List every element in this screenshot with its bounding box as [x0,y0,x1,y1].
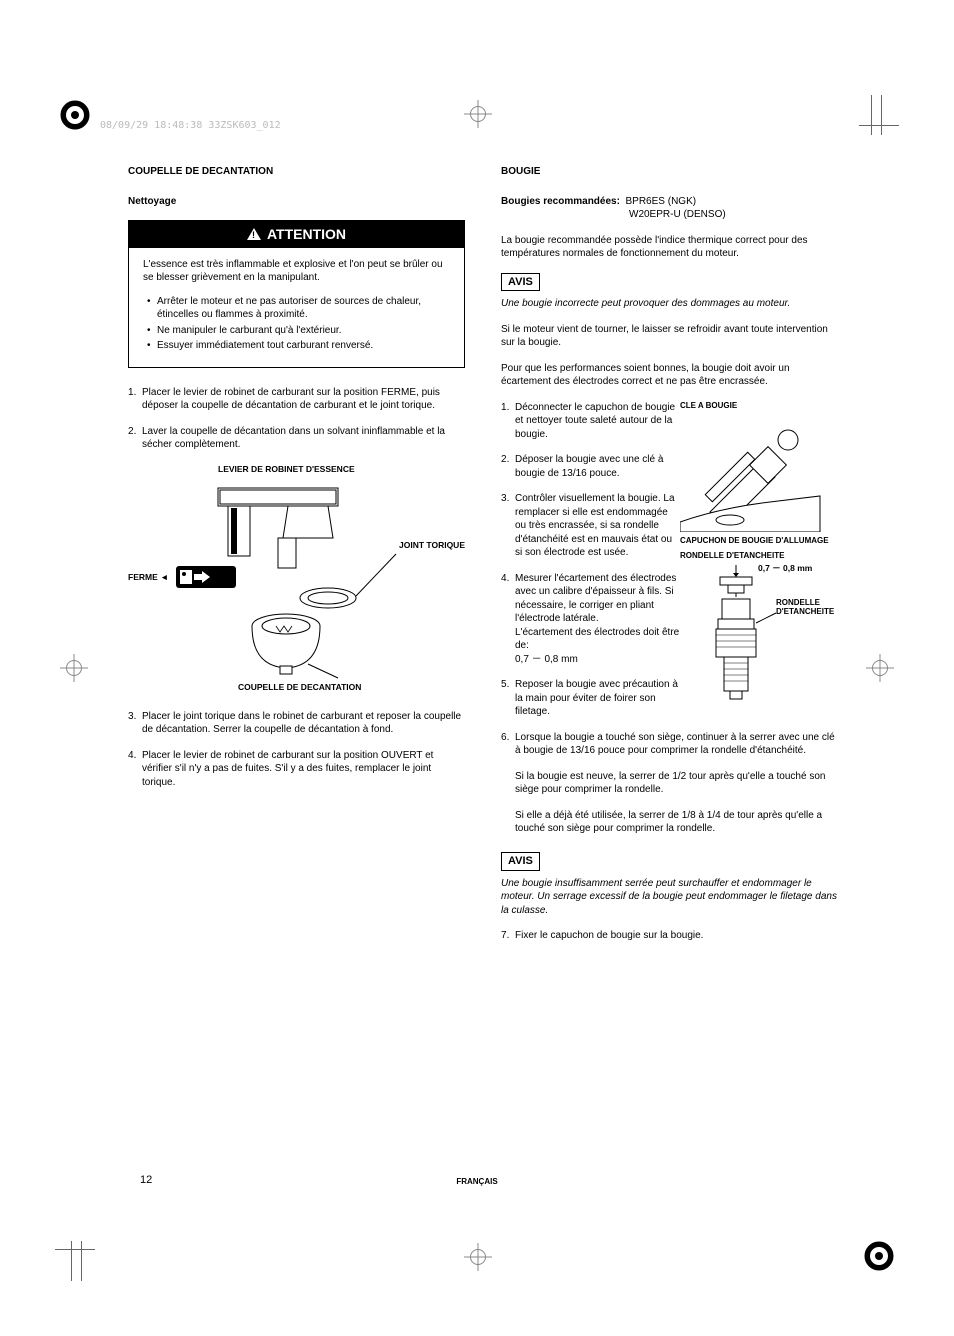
page-number: 12 [140,1174,152,1186]
warning-title: ATTENTION [267,225,346,244]
notice-text: Une bougie incorrecte peut provoquer des… [501,297,838,311]
step-item: Fixer le capuchon de bougie sur la bougi… [501,929,838,943]
crop-mark-icon [55,1241,95,1281]
fuel-lever-svg [128,478,465,688]
reg-mark-icon [859,1236,899,1276]
warning-bullet: Essuyer immédiatement tout carburant ren… [147,339,450,353]
section-subheading: Nettoyage [128,195,465,209]
footer-language: FRANÇAIS [456,1177,497,1186]
print-timestamp: 08/09/29 18:48:38 33ZSK603_012 [100,120,281,131]
step-item: Placer le levier de robinet de carburant… [128,749,465,790]
notice-text: Une bougie insuffisamment serrée peut su… [501,877,838,918]
step-item: Placer le levier de robinet de carburant… [128,386,465,413]
steps-list: Placer le levier de robinet de carburant… [128,386,465,452]
steps-list: Fixer le capuchon de bougie sur la bougi… [501,929,838,943]
steps-list: Lorsque la bougie a touché son siège, co… [501,731,838,836]
body-text: Si le moteur vient de tourner, le laisse… [501,323,838,350]
warning-header: ATTENTION [129,221,464,248]
step-item: Contrôler visuellement la bougie. La rem… [501,492,681,560]
step-item: Reposer la bougie avec précaution à la m… [501,678,681,719]
steps-list: Déconnecter le capuchon de bougie et net… [501,401,681,719]
step-item: Lorsque la bougie a touché son siège, co… [501,731,838,836]
steps-list: Placer le joint torique dans le robinet … [128,710,465,790]
right-column: BOUGIE Bougies recommandées: BPR6ES (NGK… [501,165,838,955]
section-heading: BOUGIE [501,165,838,179]
step-item: Laver la coupelle de décantation dans un… [128,425,465,452]
body-text: Pour que les performances soient bonnes,… [501,362,838,389]
notice-badge: AVIS [501,273,540,292]
figure-label: RONDELLE D'ETANCHEITE [776,599,840,617]
crosshair-icon [866,654,894,682]
fuel-lever-figure: LEVIER DE ROBINET D'ESSENCE FERME ◄ JOIN… [128,464,465,694]
reg-mark-icon [55,95,95,135]
warning-box: ATTENTION L'essence est très inflammable… [128,220,465,368]
warning-bullet: Ne manipuler le carburant qu'à l'extérie… [147,324,450,338]
warning-bullet: Arrêter le moteur et ne pas autoriser de… [147,295,450,322]
figure-label: 0,7 － 0,8 mm [758,563,812,574]
crop-mark-icon [859,95,899,135]
figure-label: RONDELLE D'ETANCHEITE [680,552,840,561]
figure-label: CAPUCHON DE BOUGIE D'ALLUMAGE [680,536,840,547]
crosshair-icon [464,1243,492,1271]
spark-plug-recommendation: Bougies recommandées: BPR6ES (NGK) W20EP… [501,195,838,222]
body-text: La bougie recommandée possède l'indice t… [501,234,838,261]
spark-plug-figures: CLE A BOUGIE CAPUCHON DE BOUGIE D'ALLUMA… [680,401,840,711]
spark-plug-wrench-svg [680,412,840,532]
crosshair-icon [464,100,492,128]
warning-triangle-icon [247,228,261,240]
spark-plug-steps-block: CLE A BOUGIE CAPUCHON DE BOUGIE D'ALLUMA… [501,401,838,943]
left-column: COUPELLE DE DECANTATION Nettoyage ATTENT… [128,165,465,955]
figure-label: LEVIER DE ROBINET D'ESSENCE [218,464,355,475]
notice-badge: AVIS [501,852,540,871]
step-item: Déconnecter le capuchon de bougie et net… [501,401,681,442]
warning-body: L'essence est très inflammable et explos… [129,248,464,367]
spark-plug-gap-svg [680,561,840,711]
warning-intro: L'essence est très inflammable et explos… [143,258,450,285]
crosshair-icon [60,654,88,682]
step-item: Mesurer l'écartement des électrodes avec… [501,572,681,667]
step-item: Placer le joint torique dans le robinet … [128,710,465,737]
figure-label: CLE A BOUGIE [680,401,840,412]
section-heading: COUPELLE DE DECANTATION [128,165,465,179]
page: 08/09/29 18:48:38 33ZSK603_012 COUPELLE … [0,0,954,1336]
step-item: Déposer la bougie avec une clé à bougie … [501,453,681,480]
